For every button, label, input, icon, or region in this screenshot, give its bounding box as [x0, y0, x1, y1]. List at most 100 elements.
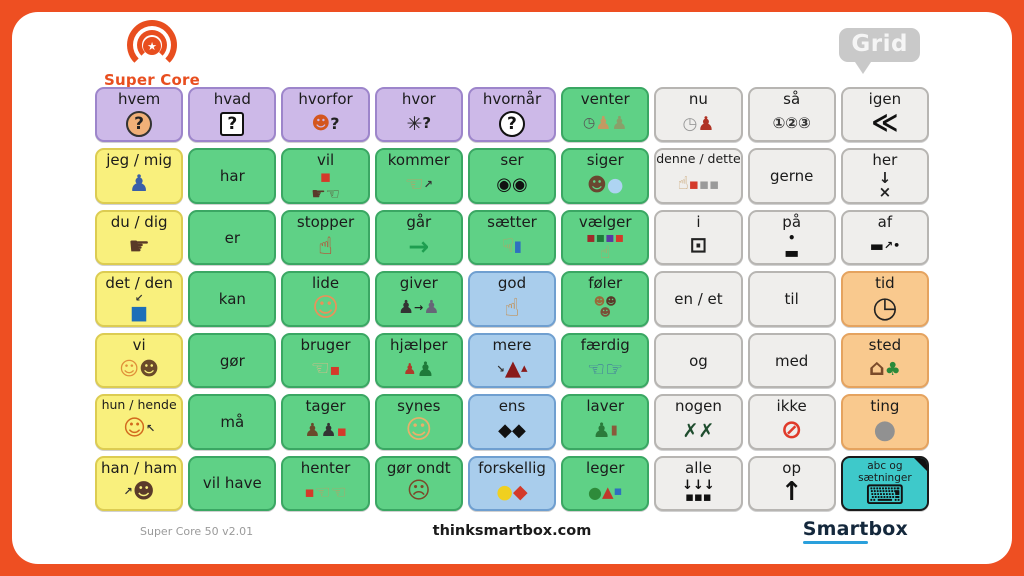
cell-vi[interactable]: vi ☺ ☻	[95, 332, 184, 389]
cell-label: nogen	[674, 397, 722, 416]
cell-vil[interactable]: vil ▪ ☛ ☜	[281, 148, 370, 204]
cell-siger[interactable]: siger ☻ ●	[561, 148, 650, 204]
cell-færdig[interactable]: færdig ☜ ☞	[561, 332, 650, 389]
cell-gør[interactable]: gør	[188, 332, 277, 389]
cell-abc-og-sætninger[interactable]: abc og sætninger ⌨	[840, 455, 929, 511]
cell-venter[interactable]: venter ◷ ♟ ♟	[561, 87, 650, 143]
cell-label: i	[696, 212, 701, 231]
cell-kommer[interactable]: kommer ☜ ↗	[374, 148, 463, 204]
not-icon: ⊘	[780, 415, 803, 446]
cell-så[interactable]: så ①②③	[747, 87, 836, 143]
someone-sketch-icon: ✗✗	[682, 419, 715, 442]
off-dot-line-icon: ▬ ↗ •	[869, 237, 901, 256]
cell-vælger[interactable]: vælger ▪ ▪ ▪ ▪ ☝	[561, 209, 650, 266]
cell-ens[interactable]: ens ◆◆	[467, 394, 557, 450]
cell-kan[interactable]: kan	[188, 271, 277, 327]
cell-label: gør	[219, 351, 245, 370]
take-people-icon: ♟ ♟ ▪	[304, 420, 347, 442]
cell-label: du / dig	[110, 212, 168, 231]
cell-bruger[interactable]: bruger ☜ ▪	[281, 332, 370, 389]
cell-label: tager	[305, 397, 346, 416]
give-people-icon: ♟ → ♟	[398, 297, 440, 319]
cell-det-den[interactable]: det / den ↙ ■	[95, 271, 184, 327]
cell-label: på	[782, 212, 802, 231]
cell-label: stopper	[296, 212, 355, 231]
like-face-icon: ☺	[311, 292, 340, 323]
cell-hvorfor[interactable]: hvorfor ☻?	[281, 87, 370, 143]
cell-denne-dette[interactable]: denne / dette ☝ ▪ ▪▪	[654, 148, 743, 204]
cell-op[interactable]: op ↑	[747, 455, 836, 511]
cell-nu[interactable]: nu ◷ ♟	[654, 87, 743, 143]
put-hand-icon: ☟ ▮	[502, 235, 522, 258]
cell-gerne[interactable]: gerne	[747, 148, 836, 204]
cell-god[interactable]: god ☝	[467, 271, 557, 327]
cell-jeg-mig[interactable]: jeg / mig ♟	[95, 148, 184, 204]
cell-label: hvad	[213, 90, 251, 108]
cell-på[interactable]: på • ▬	[747, 209, 836, 266]
cell-hvad[interactable]: hvad?	[188, 87, 277, 143]
cell-ser[interactable]: ser ◉◉	[467, 148, 557, 204]
cell-igen[interactable]: igen ≪	[840, 87, 929, 143]
cell-lide[interactable]: lide ☺	[281, 271, 370, 327]
cell-leger[interactable]: leger ● ▲ ▪	[561, 455, 650, 511]
cell-hvor[interactable]: hvor ✳?	[374, 87, 463, 143]
cell-label: tid	[875, 274, 895, 293]
cell-tid[interactable]: tid ◷	[840, 271, 929, 327]
different-shapes-icon: ● ◆	[496, 481, 528, 504]
cell-til[interactable]: til	[747, 271, 836, 327]
cell-label: sted	[868, 335, 902, 354]
cell-label: synes	[397, 397, 441, 416]
cell-label: siger	[586, 151, 624, 170]
cell-label: og	[689, 351, 708, 370]
cell-ting[interactable]: ting ●	[840, 394, 929, 450]
cell-hvem[interactable]: hvem?	[95, 87, 184, 143]
cell-henter[interactable]: henter ▪ ☜☜	[281, 455, 370, 511]
cell-label: venter	[580, 90, 630, 108]
cell-i[interactable]: i ⊡	[654, 209, 743, 266]
cell-føler[interactable]: føler ☻ ☻ ☻	[561, 271, 650, 327]
cell-med[interactable]: med	[747, 332, 836, 389]
cell-hjælper[interactable]: hjælper ♟ ♟	[374, 332, 463, 389]
cell-stopper[interactable]: stopper ☝	[281, 209, 370, 266]
cell-her[interactable]: her ↓ ×	[840, 148, 929, 204]
cell-synes[interactable]: synes ☺	[374, 394, 463, 450]
cell-en-et[interactable]: en / et	[654, 271, 743, 327]
think-face-icon: ☺	[405, 415, 433, 446]
cell-hvornår[interactable]: hvornår?	[467, 87, 557, 143]
cell-af[interactable]: af ▬ ↗ •	[840, 209, 929, 266]
cell-han-ham[interactable]: han / ham ↗ ☻	[95, 455, 184, 511]
cell-har[interactable]: har	[188, 148, 277, 204]
cell-label: hvornår	[482, 90, 542, 108]
cell-ikke[interactable]: ikke ⊘	[747, 394, 836, 450]
cell-gør-ondt[interactable]: gør ondt ☹	[374, 455, 463, 511]
cell-er[interactable]: er	[188, 209, 277, 266]
cell-label: kommer	[387, 151, 450, 170]
cell-laver[interactable]: laver ♟ ▮	[561, 394, 650, 450]
cell-du-dig[interactable]: du / dig ☛	[95, 209, 184, 266]
cell-hun-hende[interactable]: hun / hende ☺ ↖	[95, 394, 184, 450]
cell-går[interactable]: går →	[374, 209, 463, 266]
mouth-speech-icon: ☻ ●	[587, 174, 624, 196]
cell-alle[interactable]: alle ↓↓↓ ▪▪▪	[654, 455, 743, 511]
cell-tager[interactable]: tager ♟ ♟ ▪	[281, 394, 370, 450]
we-faces-icon: ☺ ☻	[119, 358, 159, 381]
cell-label: giver	[399, 274, 438, 293]
cell-sted[interactable]: sted ⌂ ♣	[840, 332, 929, 389]
cell-label: en / et	[674, 290, 723, 309]
cell-label: lide	[312, 274, 340, 293]
cell-må[interactable]: må	[188, 394, 277, 450]
person-shrug-question-icon: ☻?	[311, 113, 340, 135]
cell-label: har	[219, 167, 245, 186]
cell-nogen[interactable]: nogen ✗✗	[654, 394, 743, 450]
cell-giver[interactable]: giver ♟ → ♟	[374, 271, 463, 327]
cell-vil-have[interactable]: vil have	[188, 455, 277, 511]
cell-mere[interactable]: mere ↘ ▲ ▴	[467, 332, 557, 389]
cell-label: ting	[870, 397, 900, 416]
cell-sætter[interactable]: sætter ☟ ▮	[467, 209, 557, 266]
cell-og[interactable]: og	[654, 332, 743, 389]
play-toys-icon: ● ▲ ▪	[588, 482, 623, 502]
cell-label: hun / hende	[101, 397, 177, 413]
cell-forskellig[interactable]: forskellig ● ◆	[467, 455, 557, 511]
he-face-icon: ↗ ☻	[123, 479, 155, 504]
